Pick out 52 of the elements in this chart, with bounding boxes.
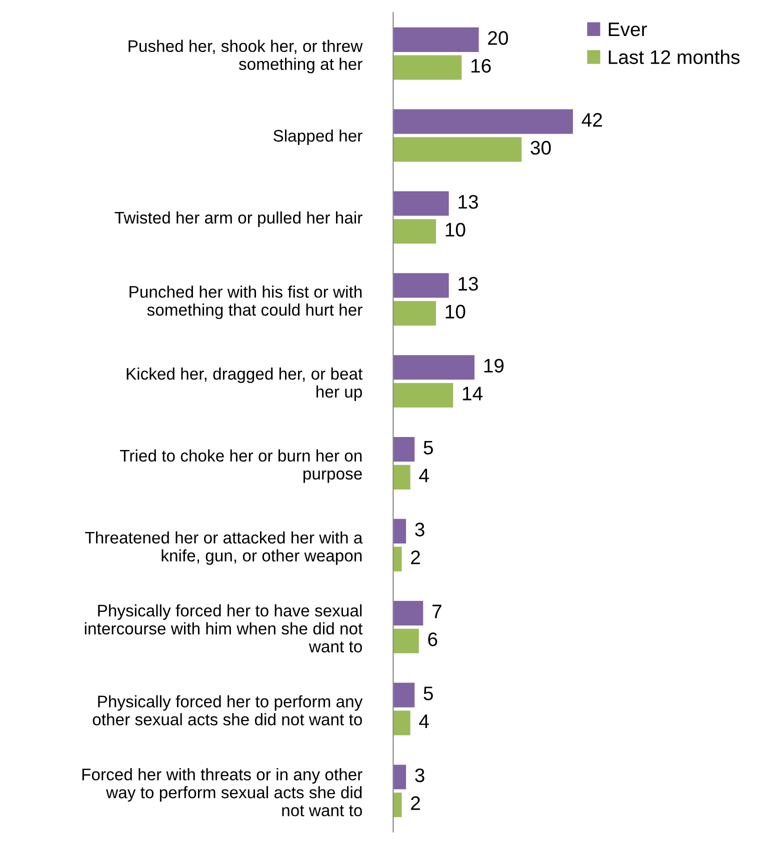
bar: [393, 464, 410, 490]
bar: [393, 600, 424, 626]
bar: [393, 355, 475, 380]
y-tick-label: Threatened her or attacked her with a knife, gun, or other weapon: [85, 531, 363, 565]
bar: [393, 301, 436, 326]
bar: [393, 628, 419, 654]
bar: [393, 382, 454, 408]
bar: [393, 546, 402, 572]
data-label: 13: [458, 194, 478, 209]
y-tick-label: Physically forced her to have sexual intercourse with him when she did not want to: [84, 604, 363, 652]
y-tick-label: Pushed her, shook her, or threw something at her: [128, 40, 363, 74]
data-label: 2: [411, 796, 420, 810]
data-label: 4: [419, 714, 429, 728]
data-label: 20: [488, 31, 508, 45]
bar: [393, 792, 402, 818]
data-label: 4: [419, 468, 429, 482]
y-tick-label: Tried to choke her or burn her on purpose: [120, 449, 362, 483]
bar: [393, 55, 462, 80]
y-tick-label: Punched her with his fist or with something that could hurt her: [130, 286, 362, 320]
bar: [393, 710, 410, 736]
data-label: 7: [432, 604, 442, 618]
data-label: 6: [428, 632, 438, 646]
bar: [393, 109, 573, 134]
bar: [393, 273, 449, 298]
legend-label: Ever: [608, 22, 647, 36]
data-label: 10: [446, 222, 466, 237]
bar: [393, 219, 436, 244]
data-label: 19: [484, 358, 504, 373]
bar: [393, 137, 522, 162]
data-label: 42: [582, 113, 602, 127]
bar: [393, 764, 406, 790]
bar: [393, 27, 479, 52]
bar: [393, 437, 415, 462]
data-label: 30: [530, 140, 551, 155]
y-tick-label: Forced her with threats or in any other way to perform sexual acts she did not want to: [82, 768, 362, 816]
y-tick-label: Twisted her arm or pulled her hair: [114, 211, 362, 227]
y-tick-label: Kicked her, dragged her, or beat her up: [126, 367, 363, 401]
y-tick-label: Physically forced her to perform any other sexual acts she did not want to: [92, 695, 363, 726]
bar: [393, 518, 406, 544]
data-label: 10: [446, 304, 466, 319]
data-label: 13: [458, 276, 478, 291]
data-label: 5: [424, 686, 433, 700]
data-label: 14: [462, 386, 482, 400]
data-label: 16: [471, 58, 491, 73]
legend-label: Last 12 months: [608, 50, 740, 64]
data-label: 5: [424, 440, 433, 455]
bar: [393, 682, 415, 708]
bar: [393, 191, 449, 216]
y-tick-label: Slapped her: [274, 129, 362, 146]
data-label: 3: [415, 522, 424, 536]
data-label: 3: [415, 768, 424, 782]
data-label: 2: [411, 550, 420, 564]
